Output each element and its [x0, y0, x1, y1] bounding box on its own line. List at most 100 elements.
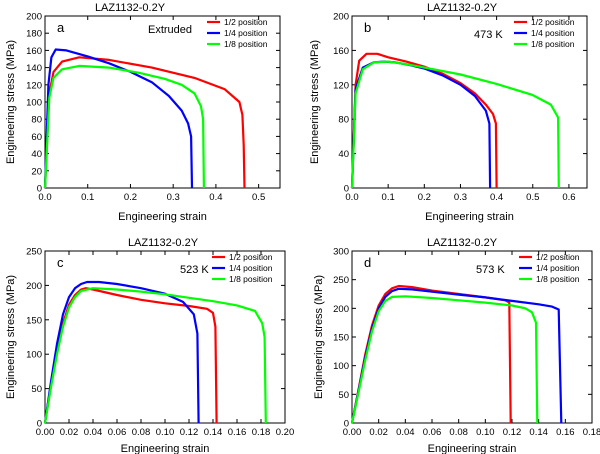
legend-label-a-2: 1/4 position	[224, 28, 268, 38]
chart-title-a: LAZ1132-0.2Y	[95, 2, 166, 14]
y-tick-label: 200	[333, 304, 349, 315]
y-tick-label: 300	[333, 247, 349, 258]
x-tick-label: 0.14	[204, 427, 223, 438]
x-tick-label: 0.02	[369, 427, 388, 438]
legend-label-c-1: 1/2 position	[229, 252, 273, 262]
series-line-b-2	[350, 60, 492, 189]
y-tick-label: 160	[333, 46, 349, 57]
series-line-c-3	[43, 287, 267, 424]
y-tick-label: 150	[26, 315, 42, 326]
y-axis-label-a: Engineering stress (MPa)	[5, 40, 17, 164]
x-tick-label: 0.16	[556, 427, 575, 438]
y-tick-label: 0	[37, 184, 42, 195]
annotation-a: Extruded	[148, 24, 192, 36]
y-tick-label: 250	[333, 275, 349, 286]
y-tick-label: 250	[26, 247, 42, 258]
y-tick-label: 100	[333, 361, 349, 372]
x-tick-label: 0.12	[503, 427, 522, 438]
x-tick-label: 0.4	[209, 192, 222, 203]
x-tick-label: 0.3	[454, 192, 467, 203]
y-tick-label: 200	[333, 12, 349, 23]
series-line-d-1	[350, 284, 512, 424]
series-line-a-1	[43, 56, 246, 189]
x-tick-label: 0.06	[108, 427, 127, 438]
y-tick-label: 100	[26, 98, 42, 109]
x-axis-label-c: Engineering strain	[121, 443, 210, 454]
series-line-c-2	[43, 280, 200, 424]
x-tick-label: 0.6	[562, 192, 575, 203]
series-line-c-1	[43, 287, 218, 424]
x-tick-label: 0.16	[228, 427, 247, 438]
legend-label-b-1: 1/2 position	[531, 17, 575, 27]
y-axis-label-c: Engineering stress (MPa)	[5, 275, 17, 399]
legend-label-c-3: 1/8 position	[229, 274, 273, 284]
y-tick-label: 200	[26, 281, 42, 292]
y-tick-label: 80	[338, 115, 349, 126]
y-tick-label: 120	[26, 80, 42, 91]
y-tick-label: 100	[26, 350, 42, 361]
legend-label-c-2: 1/4 position	[229, 263, 273, 273]
x-tick-label: 0.0	[38, 192, 51, 203]
x-tick-label: 0.04	[396, 427, 415, 438]
x-tick-label: 0.20	[276, 427, 295, 438]
y-tick-label: 200	[26, 12, 42, 23]
annotation-d: 573 K	[476, 264, 505, 276]
x-tick-label: 0.2	[418, 192, 431, 203]
y-tick-label: 50	[338, 390, 349, 401]
legend-label-a-3: 1/8 position	[224, 39, 268, 49]
plot-frame-b	[351, 15, 588, 189]
chart-panel-b: LAZ1132-0.2Y 0.0 0.1 0.2 0.3 0.4 0.5 0.6 0 40 80 12…	[309, 2, 588, 223]
x-tick-label: 0.12	[180, 427, 199, 438]
x-axis-label-a: Engineering strain	[118, 211, 207, 223]
x-tick-label: 0.18	[252, 427, 271, 438]
x-tick-label: 0.5	[252, 192, 265, 203]
y-tick-label: 0	[344, 184, 349, 195]
x-tick-label: 0.1	[81, 192, 94, 203]
y-tick-label: 150	[333, 333, 349, 344]
x-tick-label: 0.00	[36, 427, 55, 438]
x-tick-label: 0.3	[167, 192, 180, 203]
series-line-b-3	[350, 60, 560, 189]
y-tick-label: 60	[31, 132, 42, 143]
x-tick-label: 0.10	[476, 427, 495, 438]
series-line-a-3	[43, 64, 205, 189]
y-tick-label: 180	[26, 29, 42, 40]
x-tick-label: 0.00	[343, 427, 362, 438]
legend-label-d-3: 1/8 position	[536, 274, 580, 284]
x-tick-label: 0.0	[345, 192, 358, 203]
x-tick-label: 0.1	[382, 192, 395, 203]
annotation-b: 473 K	[474, 29, 503, 41]
y-tick-label: 0	[37, 419, 42, 430]
legend-label-b-3: 1/8 position	[531, 39, 575, 49]
annotation-c: 523 K	[180, 264, 209, 276]
legend-label-d-2: 1/4 position	[536, 263, 580, 273]
x-tick-label: 0.02	[60, 427, 79, 438]
x-axis-label-b: Engineering strain	[425, 211, 514, 223]
x-tick-label: 0.06	[423, 427, 442, 438]
x-tick-label: 0.10	[156, 427, 175, 438]
chart-panel-a: LAZ1132-0.2Y 0.0 0.1 0.2 0.3 0.4 0.5 0 20 40 60 80 1…	[5, 2, 281, 223]
y-tick-label: 40	[338, 149, 349, 160]
x-tick-label: 0.14	[529, 427, 548, 438]
y-axis-label-b: Engineering stress (MPa)	[309, 40, 321, 164]
y-axis-label-d: Engineering stress (MPa)	[313, 275, 325, 399]
legend-label-d-1: 1/2 position	[536, 252, 580, 262]
chart-title-b: LAZ1132-0.2Y	[427, 2, 498, 14]
x-tick-label: 0.5	[526, 192, 539, 203]
chart-panel-c: LAZ1132-0.2Y 0.00 0.02 0.04 0.06 0.08 0.10 0.12…	[5, 237, 294, 454]
series-line-a-2	[43, 48, 194, 189]
series-line-b-1	[350, 52, 498, 189]
y-tick-label: 40	[31, 149, 42, 160]
x-tick-label: 0.4	[490, 192, 503, 203]
chart-panel-d: LAZ1132-0.2Y 0.00 0.02 0.04 0.06 0.08 0.10 0.12…	[313, 237, 600, 454]
x-tick-label: 0.08	[132, 427, 151, 438]
panel-letter-d: d	[364, 255, 371, 270]
panel-letter-b: b	[364, 20, 371, 35]
chart-title-c: LAZ1132-0.2Y	[128, 237, 199, 249]
legend-label-a-1: 1/2 position	[224, 17, 268, 27]
x-tick-label: 0.08	[449, 427, 468, 438]
y-tick-label: 140	[26, 63, 42, 74]
y-tick-label: 20	[31, 166, 42, 177]
y-tick-label: 50	[31, 384, 42, 395]
